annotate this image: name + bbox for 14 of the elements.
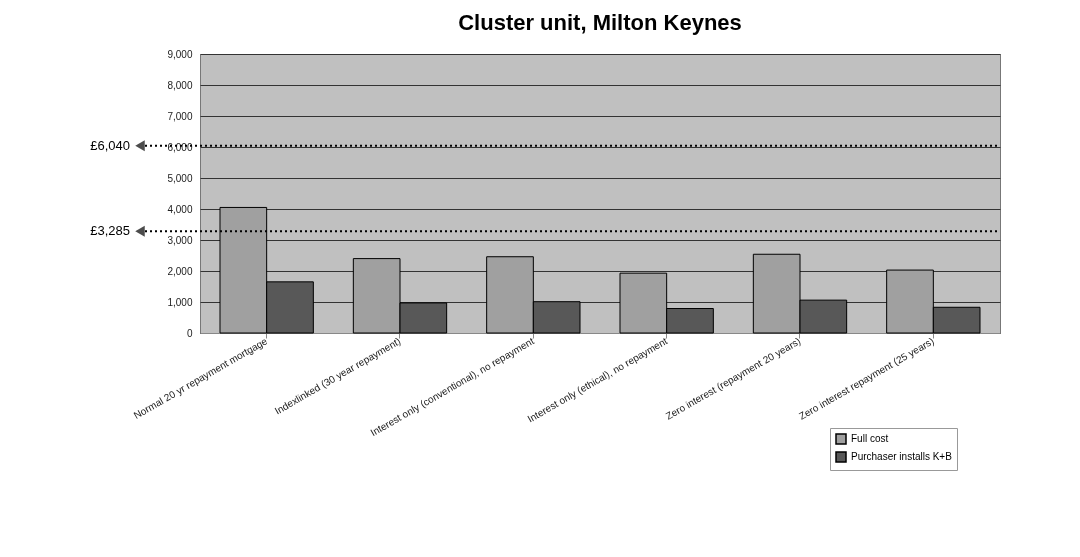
ref-line-label: £6,040 [90,137,130,153]
legend-label: Purchaser installs K+B [851,451,953,462]
chart-title: Cluster unit, Milton Keynes [458,10,742,35]
y-tick-label: 0 [186,327,193,339]
legend-label: Full cost [851,433,889,444]
y-tick-label: 9,000 [167,48,193,60]
y-tick-label: 5,000 [167,172,193,184]
y-tick-label: 7,000 [167,110,193,122]
y-tick-label: 3,000 [167,234,193,246]
y-tick-label: 2,000 [167,265,193,277]
y-tick-label: 1,000 [167,296,193,308]
y-tick-label: 8,000 [167,79,193,91]
ref-line-label: £3,285 [90,223,130,239]
y-tick-label: 4,000 [167,203,193,215]
